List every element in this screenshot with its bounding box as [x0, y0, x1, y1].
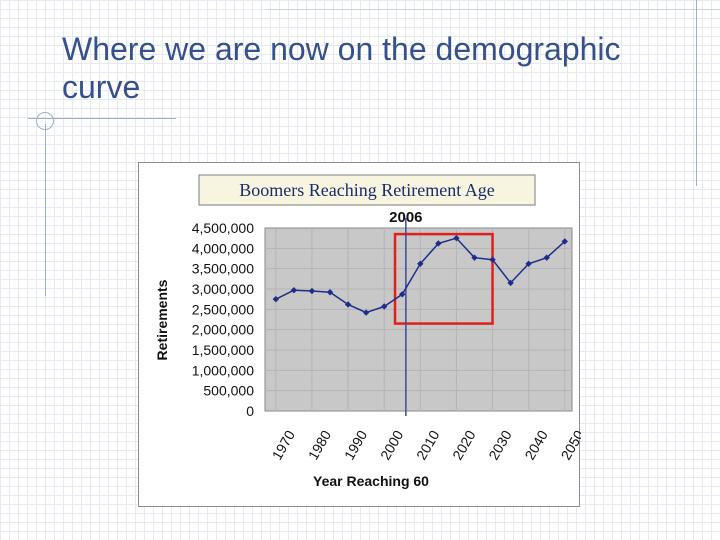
decorative-top-line [266, 9, 720, 10]
slide-title: Where we are now on the demographic curv… [62, 31, 621, 105]
y-tick-label: 500,000 [203, 383, 254, 399]
y-tick-label: 2,000,000 [192, 322, 254, 338]
x-tick-label: 2030 [485, 427, 515, 462]
data-point [417, 260, 424, 267]
data-point [453, 234, 460, 242]
x-tick-label: 2040 [521, 427, 551, 462]
x-tick-label: 2050 [558, 427, 581, 462]
decorative-circle [36, 112, 54, 130]
data-point [399, 291, 406, 298]
marker-line-label: 2006 [389, 209, 422, 226]
decorative-vertical-line [45, 124, 46, 296]
decorative-right-line [696, 0, 697, 186]
x-tick-label: 1970 [269, 427, 299, 462]
x-axis-title: Year Reaching 60 [313, 473, 429, 489]
data-point [362, 309, 370, 316]
y-tick-label: 4,000,000 [192, 240, 254, 256]
decorative-horizontal-line [28, 118, 176, 119]
y-tick-label: 1,500,000 [192, 342, 254, 358]
y-tick-label: 1,000,000 [192, 362, 254, 378]
x-tick-label: 2000 [377, 427, 407, 462]
data-point [543, 254, 550, 261]
data-point [561, 238, 568, 245]
data-point [290, 287, 298, 294]
data-point [489, 256, 496, 263]
y-tick-label: 0 [246, 403, 254, 419]
data-point [326, 289, 334, 296]
y-tick-label: 3,500,000 [192, 261, 254, 277]
chart-title: Boomers Reaching Retirement Age [239, 180, 494, 200]
line-chart: Boomers Reaching Retirement Age 0 500,000 1… [154, 174, 581, 489]
x-tick-label: 2020 [449, 427, 479, 462]
x-tick-label: 1980 [305, 427, 335, 462]
y-tick-label: 4,500,000 [192, 220, 254, 236]
y-tick-label: 2,500,000 [192, 301, 254, 317]
highlight-box [393, 232, 494, 325]
chart-frame: Boomers Reaching Retirement Age 0 500,000 1… [138, 162, 581, 507]
chart-title-box [198, 174, 536, 206]
data-point [272, 295, 280, 303]
y-tick-label: 3,000,000 [192, 281, 254, 297]
data-point [435, 240, 442, 247]
x-tick-label: 2010 [413, 427, 443, 462]
x-tick-label: 1990 [341, 427, 371, 462]
data-point [525, 260, 532, 267]
data-point [308, 287, 316, 295]
plot-area [264, 227, 573, 412]
y-axis-title: Retirements [154, 279, 170, 360]
data-point [471, 254, 478, 261]
